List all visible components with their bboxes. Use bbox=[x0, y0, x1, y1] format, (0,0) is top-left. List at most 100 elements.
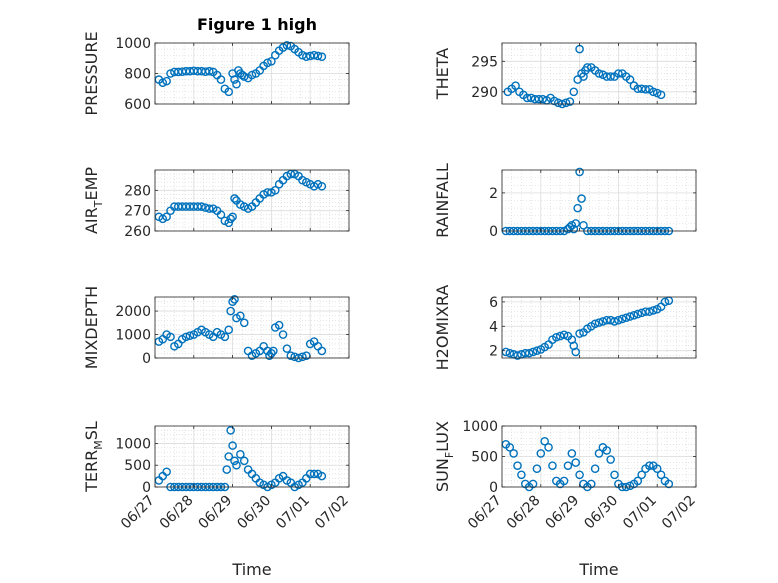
data-point bbox=[649, 306, 658, 315]
data-point bbox=[629, 310, 639, 320]
data-point bbox=[649, 87, 658, 97]
data-point bbox=[224, 325, 234, 335]
data-point bbox=[526, 93, 536, 103]
data-point bbox=[278, 330, 288, 339]
data-point bbox=[664, 479, 674, 489]
data-point bbox=[226, 306, 235, 316]
y-tick-label: 800 bbox=[124, 67, 151, 83]
y-tick-label: 295 bbox=[471, 54, 498, 70]
y-axis-label: AIRTEMP bbox=[82, 167, 105, 234]
axes-box bbox=[154, 425, 350, 488]
data-point bbox=[625, 312, 635, 321]
data-point bbox=[513, 351, 522, 360]
data-point bbox=[226, 214, 235, 224]
data-point bbox=[656, 90, 666, 100]
data-point bbox=[610, 470, 619, 480]
data-point bbox=[645, 461, 654, 470]
data-point bbox=[548, 461, 557, 470]
data-point bbox=[561, 98, 571, 108]
data-point bbox=[528, 479, 538, 489]
data-point bbox=[505, 348, 515, 358]
y-tick-label: 280 bbox=[124, 183, 151, 199]
data-point bbox=[162, 76, 171, 86]
data-point bbox=[513, 461, 522, 470]
data-point bbox=[571, 458, 581, 467]
data-point bbox=[614, 315, 623, 325]
x-tick-label: 07/02 bbox=[659, 493, 699, 533]
x-tick-label: 07/02 bbox=[312, 493, 352, 533]
y-axis-label: MIXDEPTH bbox=[82, 286, 101, 369]
data-point bbox=[532, 464, 542, 474]
data-point bbox=[511, 81, 520, 90]
y-axis-label: THETA bbox=[433, 48, 452, 100]
data-point bbox=[565, 97, 575, 106]
data-point bbox=[239, 72, 249, 81]
axes-box bbox=[501, 42, 697, 105]
data-point bbox=[228, 212, 237, 222]
data-point bbox=[617, 314, 627, 324]
data-point bbox=[286, 351, 296, 360]
subplot-theta: 290 295 THETA bbox=[433, 42, 697, 109]
data-point bbox=[594, 449, 604, 458]
axes-box bbox=[154, 296, 350, 359]
data-point bbox=[224, 218, 234, 228]
y-tick-label: 500 bbox=[124, 458, 151, 474]
data-point bbox=[579, 220, 588, 230]
data-point bbox=[536, 449, 546, 458]
data-point bbox=[230, 295, 239, 304]
data-point bbox=[317, 471, 327, 481]
y-tick-label: 6 bbox=[489, 295, 498, 311]
subplot-pressure: 600 800 1000 PRESSURE bbox=[82, 31, 350, 116]
data-point bbox=[274, 320, 284, 330]
x-tick-label: 06/27 bbox=[465, 493, 505, 533]
data-point bbox=[226, 426, 235, 435]
data-point bbox=[185, 331, 195, 341]
data-point bbox=[520, 348, 530, 358]
x-tick-label: 06/27 bbox=[118, 493, 158, 533]
data-point bbox=[532, 346, 542, 355]
subplot-mixdepth: 0 1000 2000 MIXDEPTH bbox=[82, 286, 350, 369]
data-point bbox=[509, 449, 518, 458]
data-point bbox=[602, 446, 612, 455]
x-tick-label: 07/01 bbox=[273, 493, 313, 533]
y-tick-label: 2 bbox=[489, 186, 498, 202]
y-tick-label: 1000 bbox=[115, 328, 151, 344]
data-point bbox=[247, 70, 257, 80]
data-point bbox=[282, 344, 292, 353]
data-point bbox=[590, 464, 600, 474]
data-point bbox=[569, 224, 579, 234]
y-tick-label: 4 bbox=[489, 319, 498, 335]
y-tick-label: 0 bbox=[142, 351, 151, 367]
data-point bbox=[230, 75, 239, 84]
axes-box bbox=[501, 169, 697, 232]
data-point bbox=[302, 52, 311, 62]
x-axis-label: Time bbox=[231, 560, 271, 579]
y-tick-label: 290 bbox=[471, 85, 498, 101]
data-point bbox=[162, 212, 171, 222]
data-point bbox=[656, 470, 666, 480]
data-point bbox=[236, 311, 245, 321]
data-point bbox=[505, 443, 515, 452]
y-tick-label: 0 bbox=[489, 224, 498, 240]
data-point bbox=[317, 181, 327, 191]
subplot-air-temp: 260 270 280 AIRTEMP bbox=[82, 167, 350, 240]
subplot-rainfall: 0 2 RAINFALL bbox=[433, 163, 697, 240]
y-axis-label: TERRMSL bbox=[82, 421, 105, 493]
y-axis-label: PRESSURE bbox=[82, 31, 101, 115]
data-point bbox=[645, 307, 654, 316]
data-point bbox=[309, 50, 319, 60]
axes-box bbox=[501, 296, 697, 359]
data-point bbox=[517, 470, 526, 480]
data-point bbox=[575, 470, 584, 480]
data-point bbox=[633, 476, 643, 486]
y-tick-label: 260 bbox=[124, 224, 151, 240]
figure-title: Figure 1 high bbox=[197, 15, 317, 34]
data-point bbox=[641, 85, 650, 94]
y-tick-label: 1000 bbox=[115, 36, 151, 52]
data-point bbox=[298, 352, 307, 362]
y-tick-label: 2000 bbox=[115, 304, 151, 320]
data-point bbox=[317, 52, 327, 62]
data-point bbox=[205, 204, 214, 213]
data-point bbox=[220, 332, 230, 342]
